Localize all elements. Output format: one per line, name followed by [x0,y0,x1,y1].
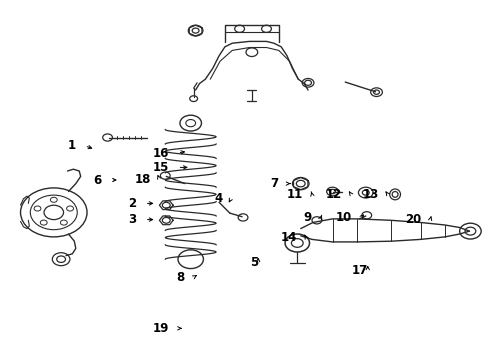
Text: 6: 6 [93,174,102,186]
Text: 20: 20 [405,213,421,226]
Text: 9: 9 [303,211,311,224]
Text: 4: 4 [214,192,222,204]
Text: 16: 16 [152,147,168,159]
Text: 18: 18 [134,173,150,186]
Text: 7: 7 [270,177,278,190]
Text: 2: 2 [127,197,136,210]
Text: 11: 11 [286,188,303,201]
Text: 8: 8 [176,271,184,284]
Text: 19: 19 [152,322,168,335]
Text: 3: 3 [127,213,136,226]
Text: 5: 5 [249,256,258,269]
Text: 1: 1 [67,139,76,152]
Text: 10: 10 [335,211,351,224]
Text: 14: 14 [281,231,297,244]
Text: 15: 15 [152,161,168,174]
Text: 17: 17 [351,264,367,277]
Text: 13: 13 [362,188,378,201]
Text: 12: 12 [325,188,342,201]
